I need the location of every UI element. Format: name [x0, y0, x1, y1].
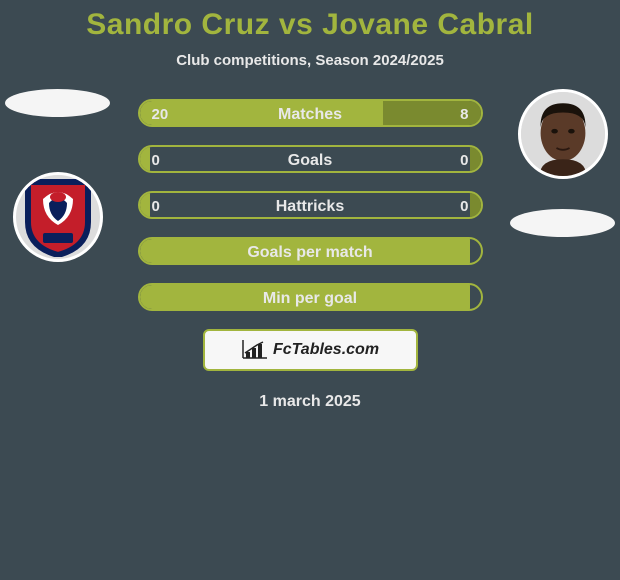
- date-label: 1 march 2025: [0, 393, 620, 411]
- bar-label: Matches: [140, 101, 481, 127]
- left-club-badge: [13, 172, 103, 262]
- stats-bars: Matches208Goals00Hattricks00Goals per ma…: [138, 99, 483, 311]
- stat-bar: Hattricks0 0: [138, 191, 483, 219]
- right-player-photo: [518, 89, 608, 179]
- bar-label: Min per goal: [140, 285, 481, 311]
- comparison-infographic: Sandro Cruz vs Jovane Cabral Club compet…: [0, 0, 620, 580]
- player-left-column: [5, 89, 110, 262]
- bar-value-left: 20: [152, 101, 169, 127]
- bar-value-left: 0: [152, 193, 160, 219]
- club-shield-icon: [23, 177, 93, 257]
- left-ellipse: [5, 89, 110, 117]
- right-ellipse: [510, 209, 615, 237]
- stat-bar: Goals per match: [138, 237, 483, 265]
- branding-chart-icon: [241, 340, 267, 360]
- bar-label: Hattricks: [140, 193, 481, 219]
- player-right-column: [510, 89, 615, 237]
- page-title: Sandro Cruz vs Jovane Cabral: [0, 0, 620, 42]
- branding-text: FcTables.com: [273, 341, 379, 359]
- bar-value-right: 8: [460, 101, 468, 127]
- stat-bar: Matches20 8: [138, 99, 483, 127]
- page-subtitle: Club competitions, Season 2024/2025: [0, 52, 620, 69]
- bar-label: Goals per match: [140, 239, 481, 265]
- bar-value-left: 0: [152, 147, 160, 173]
- stat-bar: Goals0 0: [138, 145, 483, 173]
- bar-value-right: 0: [460, 193, 468, 219]
- bar-value-right: 0: [460, 147, 468, 173]
- bar-label: Goals: [140, 147, 481, 173]
- branding-box: FcTables.com: [203, 329, 418, 371]
- stat-bar: Min per goal: [138, 283, 483, 311]
- player-face-icon: [521, 92, 605, 176]
- content-row: Matches208Goals00Hattricks00Goals per ma…: [0, 99, 620, 411]
